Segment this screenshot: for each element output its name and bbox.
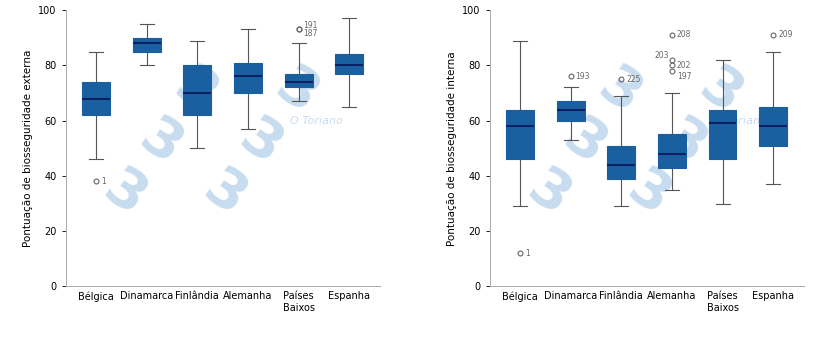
Text: 208: 208 [676, 30, 690, 39]
Text: 3
3
3: 3 3 3 [93, 58, 227, 227]
PathPatch shape [657, 134, 685, 167]
Y-axis label: Pontuação de biosseguridade interna: Pontuação de biosseguridade interna [446, 51, 456, 246]
PathPatch shape [758, 107, 786, 146]
PathPatch shape [82, 82, 110, 115]
Text: 202: 202 [676, 61, 690, 70]
PathPatch shape [233, 63, 261, 93]
Text: O Toriano: O Toriano [290, 116, 343, 126]
Text: 187: 187 [303, 29, 318, 38]
PathPatch shape [505, 110, 533, 159]
PathPatch shape [183, 65, 211, 115]
Text: 197: 197 [676, 72, 690, 81]
PathPatch shape [335, 54, 363, 74]
PathPatch shape [556, 101, 584, 121]
PathPatch shape [708, 110, 735, 159]
Text: 191: 191 [303, 21, 318, 30]
Text: 209: 209 [777, 30, 792, 39]
Text: 193: 193 [575, 72, 590, 81]
Text: O Toriano: O Toriano [713, 116, 767, 126]
Text: 3
3
3: 3 3 3 [193, 58, 327, 227]
Text: 3
3
3: 3 3 3 [617, 58, 750, 227]
Y-axis label: Pontuação de biosseguridade externa: Pontuação de biosseguridade externa [23, 50, 33, 247]
Text: 1: 1 [524, 249, 529, 258]
Text: 225: 225 [626, 75, 640, 84]
PathPatch shape [607, 146, 635, 179]
Text: 203: 203 [654, 51, 668, 60]
PathPatch shape [284, 74, 312, 88]
PathPatch shape [133, 38, 161, 52]
Text: 3
3
3: 3 3 3 [516, 58, 650, 227]
Text: 1: 1 [101, 177, 106, 186]
